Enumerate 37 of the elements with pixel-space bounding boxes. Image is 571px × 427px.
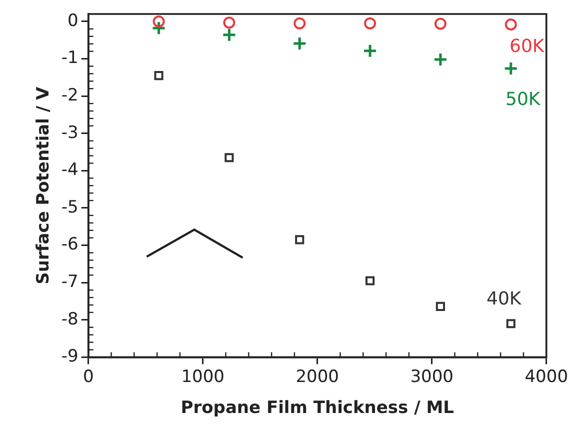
- series-label: 60K: [510, 36, 546, 58]
- y-tick-label: -3: [61, 122, 78, 143]
- y-tick-label: 0: [68, 10, 78, 31]
- y-tick-label: -4: [61, 160, 78, 180]
- y-tick-label: -5: [61, 197, 78, 218]
- point: [152, 15, 165, 28]
- point: [506, 319, 516, 328]
- point: [433, 52, 448, 67]
- point: [365, 276, 375, 286]
- point: [362, 44, 378, 58]
- x-axis-title: Propane Film Thickness / ML: [180, 398, 454, 418]
- y-tick-label: -8: [61, 309, 78, 330]
- point: [292, 36, 307, 51]
- x-tick-label: 2000: [296, 366, 339, 387]
- x-tick-label: 4000: [524, 366, 568, 387]
- point: [434, 18, 446, 30]
- series-label: 50K: [506, 89, 542, 110]
- point: [154, 71, 164, 80]
- y-tick-label: -6: [61, 234, 78, 255]
- y-tick-label: -7: [61, 272, 78, 292]
- point: [223, 16, 236, 29]
- point: [504, 61, 518, 76]
- y-axis-title: Surface Potential / V: [34, 86, 54, 284]
- point: [295, 235, 304, 244]
- x-tick-label: 3000: [410, 366, 454, 387]
- point: [504, 18, 517, 30]
- point: [222, 28, 236, 42]
- point: [436, 302, 445, 311]
- point: [224, 153, 234, 162]
- y-tick-label: -2: [61, 85, 78, 106]
- x-tick-label: 1000: [181, 366, 224, 387]
- y-tick-label: -9: [61, 346, 78, 367]
- point: [294, 17, 306, 30]
- y-tick-label: -1: [61, 48, 78, 68]
- x-tick-label: 0: [82, 366, 94, 387]
- point: [364, 17, 376, 30]
- series-label: 40K: [486, 288, 522, 310]
